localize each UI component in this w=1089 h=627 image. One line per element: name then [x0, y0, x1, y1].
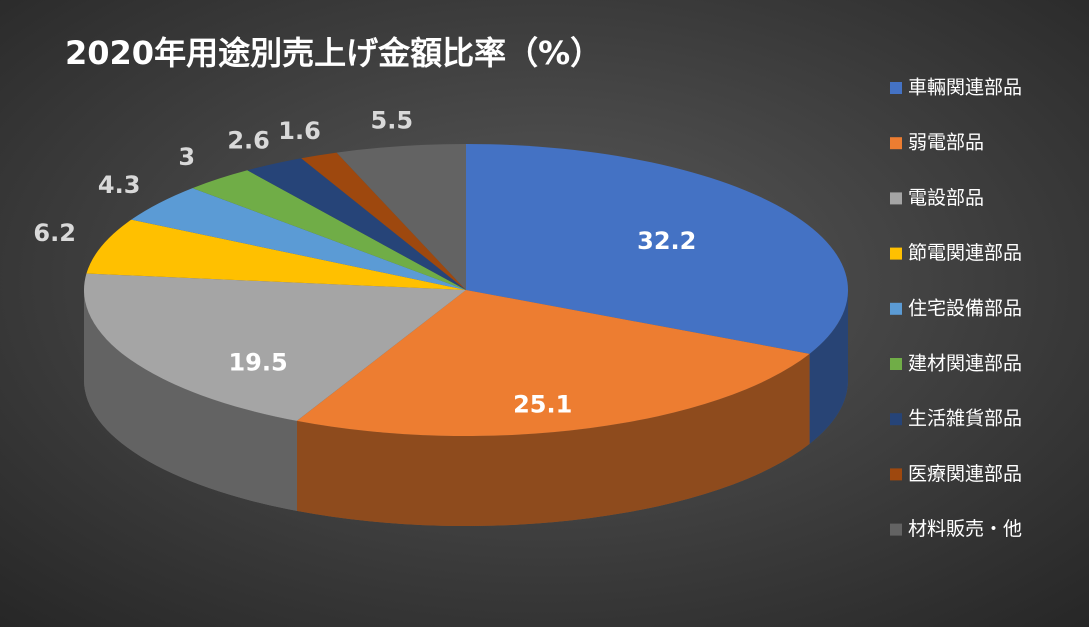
slice — [336, 144, 466, 290]
legend-label: 医療関連部品 — [908, 463, 1022, 485]
data-label: 6.2 — [33, 219, 76, 247]
data-label: 5.5 — [371, 106, 414, 134]
legend-swatch — [890, 192, 902, 205]
data-label: 1.6 — [278, 117, 321, 145]
slice — [301, 152, 466, 290]
data-label: 3 — [178, 143, 195, 171]
legend-label: 生活雑貨部品 — [908, 408, 1022, 430]
slice-side-shade — [83, 290, 297, 511]
legend-swatch — [890, 523, 902, 536]
legend-swatch — [890, 468, 902, 481]
chart-title: 2020年用途別売上げ金額比率（%） — [65, 34, 602, 72]
data-label: 25.1 — [513, 391, 572, 419]
legend-swatch — [890, 137, 902, 150]
slice — [192, 170, 466, 290]
legend-label: 材料販売・他 — [908, 518, 1022, 540]
legend-swatch — [890, 247, 902, 260]
legend-swatch — [890, 82, 902, 94]
slice — [296, 290, 810, 436]
legend-swatch — [890, 358, 902, 370]
data-label: 19.5 — [228, 348, 287, 376]
slice-side-shade — [809, 290, 848, 444]
slice — [131, 188, 466, 290]
legend-label: 車輛関連部品 — [908, 77, 1022, 99]
slice-side-shade — [296, 353, 810, 526]
legend-label: 建材関連部品 — [908, 353, 1022, 375]
legend-label: 弱電部品 — [908, 132, 984, 154]
legend: 車輛関連部品弱電部品電設部品節電関連部品住宅設備部品建材関連部品生活雑貨部品医療… — [890, 77, 1022, 540]
data-label: 2.6 — [227, 126, 270, 154]
slice-side — [809, 290, 848, 444]
slice-side — [296, 353, 810, 526]
slice — [84, 273, 467, 421]
slice — [466, 144, 848, 354]
legend-label: 節電関連部品 — [908, 242, 1022, 264]
legend-label: 住宅設備部品 — [908, 297, 1022, 319]
legend-label: 電設部品 — [908, 187, 984, 209]
data-label: 32.2 — [637, 227, 696, 255]
data-label: 4.3 — [98, 171, 141, 199]
slice — [86, 219, 466, 290]
legend-swatch — [890, 302, 902, 315]
pie: 32.2 25.1 19.5 6.2 4.3 3 2.6 1.6 5.5 — [33, 106, 848, 526]
legend-swatch — [890, 413, 902, 426]
slice-side — [83, 290, 297, 511]
slice — [247, 158, 466, 290]
